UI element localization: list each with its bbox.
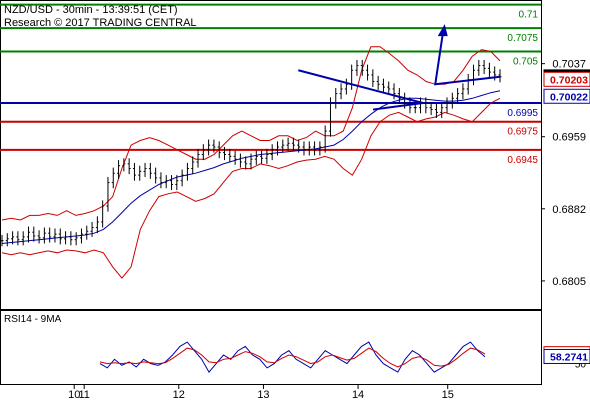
bollinger-upper-line bbox=[1, 46, 501, 221]
x-tick-label-2: 12 bbox=[173, 389, 185, 400]
price-badge-label-2: 0.70022 bbox=[550, 91, 588, 103]
level-label-3: 0.6995 bbox=[507, 108, 538, 119]
y-tick-label-2: 0.6882 bbox=[552, 204, 586, 216]
price-badge-box-1 bbox=[543, 71, 590, 87]
level-label-0: 0.71 bbox=[519, 10, 539, 21]
rsi-badge-label-1: 58.2741 bbox=[550, 351, 588, 363]
price-badge-label-1: 0.70203 bbox=[550, 74, 588, 86]
forecast-arrow-head bbox=[437, 24, 448, 37]
level-label-2: 0.705 bbox=[513, 57, 538, 68]
y-tick-label-3: 0.6805 bbox=[552, 276, 586, 288]
price-badge-box-2 bbox=[543, 88, 590, 104]
level-label-1: 0.7075 bbox=[507, 33, 538, 44]
rsi-panel-frame bbox=[0, 310, 542, 385]
forecast-arrow-line bbox=[434, 33, 501, 86]
trendline-layer bbox=[298, 69, 424, 111]
rsi-badge-box-1 bbox=[543, 348, 590, 364]
forecast-arrow-layer bbox=[434, 24, 501, 86]
rsi-series-line-1 bbox=[99, 347, 486, 368]
level-label-5: 0.6945 bbox=[507, 155, 538, 166]
trendline-0 bbox=[298, 69, 424, 104]
levels-layer: 0.71 0.7075 0.705 0.6995 0.6975 0.6945 bbox=[0, 3, 541, 166]
rsi-title: RSI14 - 9MA bbox=[4, 314, 62, 325]
y-axis-ticks: 0.7037 0.6959 0.6882 0.6805 bbox=[541, 59, 586, 288]
chart-credit: Research © 2017 TRADING CENTRAL bbox=[4, 17, 197, 29]
level-label-4: 0.6975 bbox=[507, 127, 538, 138]
rsi-layer: 5061.550758.2741 bbox=[99, 341, 590, 373]
x-tick-label-4: 14 bbox=[352, 389, 364, 400]
rsi-y-tick-label-0: 50 bbox=[575, 360, 587, 371]
x-tick-label-3: 13 bbox=[257, 389, 269, 400]
candles-layer bbox=[0, 59, 502, 247]
y-tick-label-1: 0.6959 bbox=[552, 132, 586, 144]
x-tick-label-0: 10 bbox=[68, 389, 80, 400]
trendline-1 bbox=[372, 102, 423, 111]
x-tick-label-5: 15 bbox=[442, 389, 454, 400]
y-tick-label-0: 0.7037 bbox=[552, 59, 586, 71]
chart-title: NZD/USD - 30min - 13:39:51 (CET) bbox=[4, 4, 178, 16]
x-tick-label-1: 11 bbox=[78, 389, 89, 400]
